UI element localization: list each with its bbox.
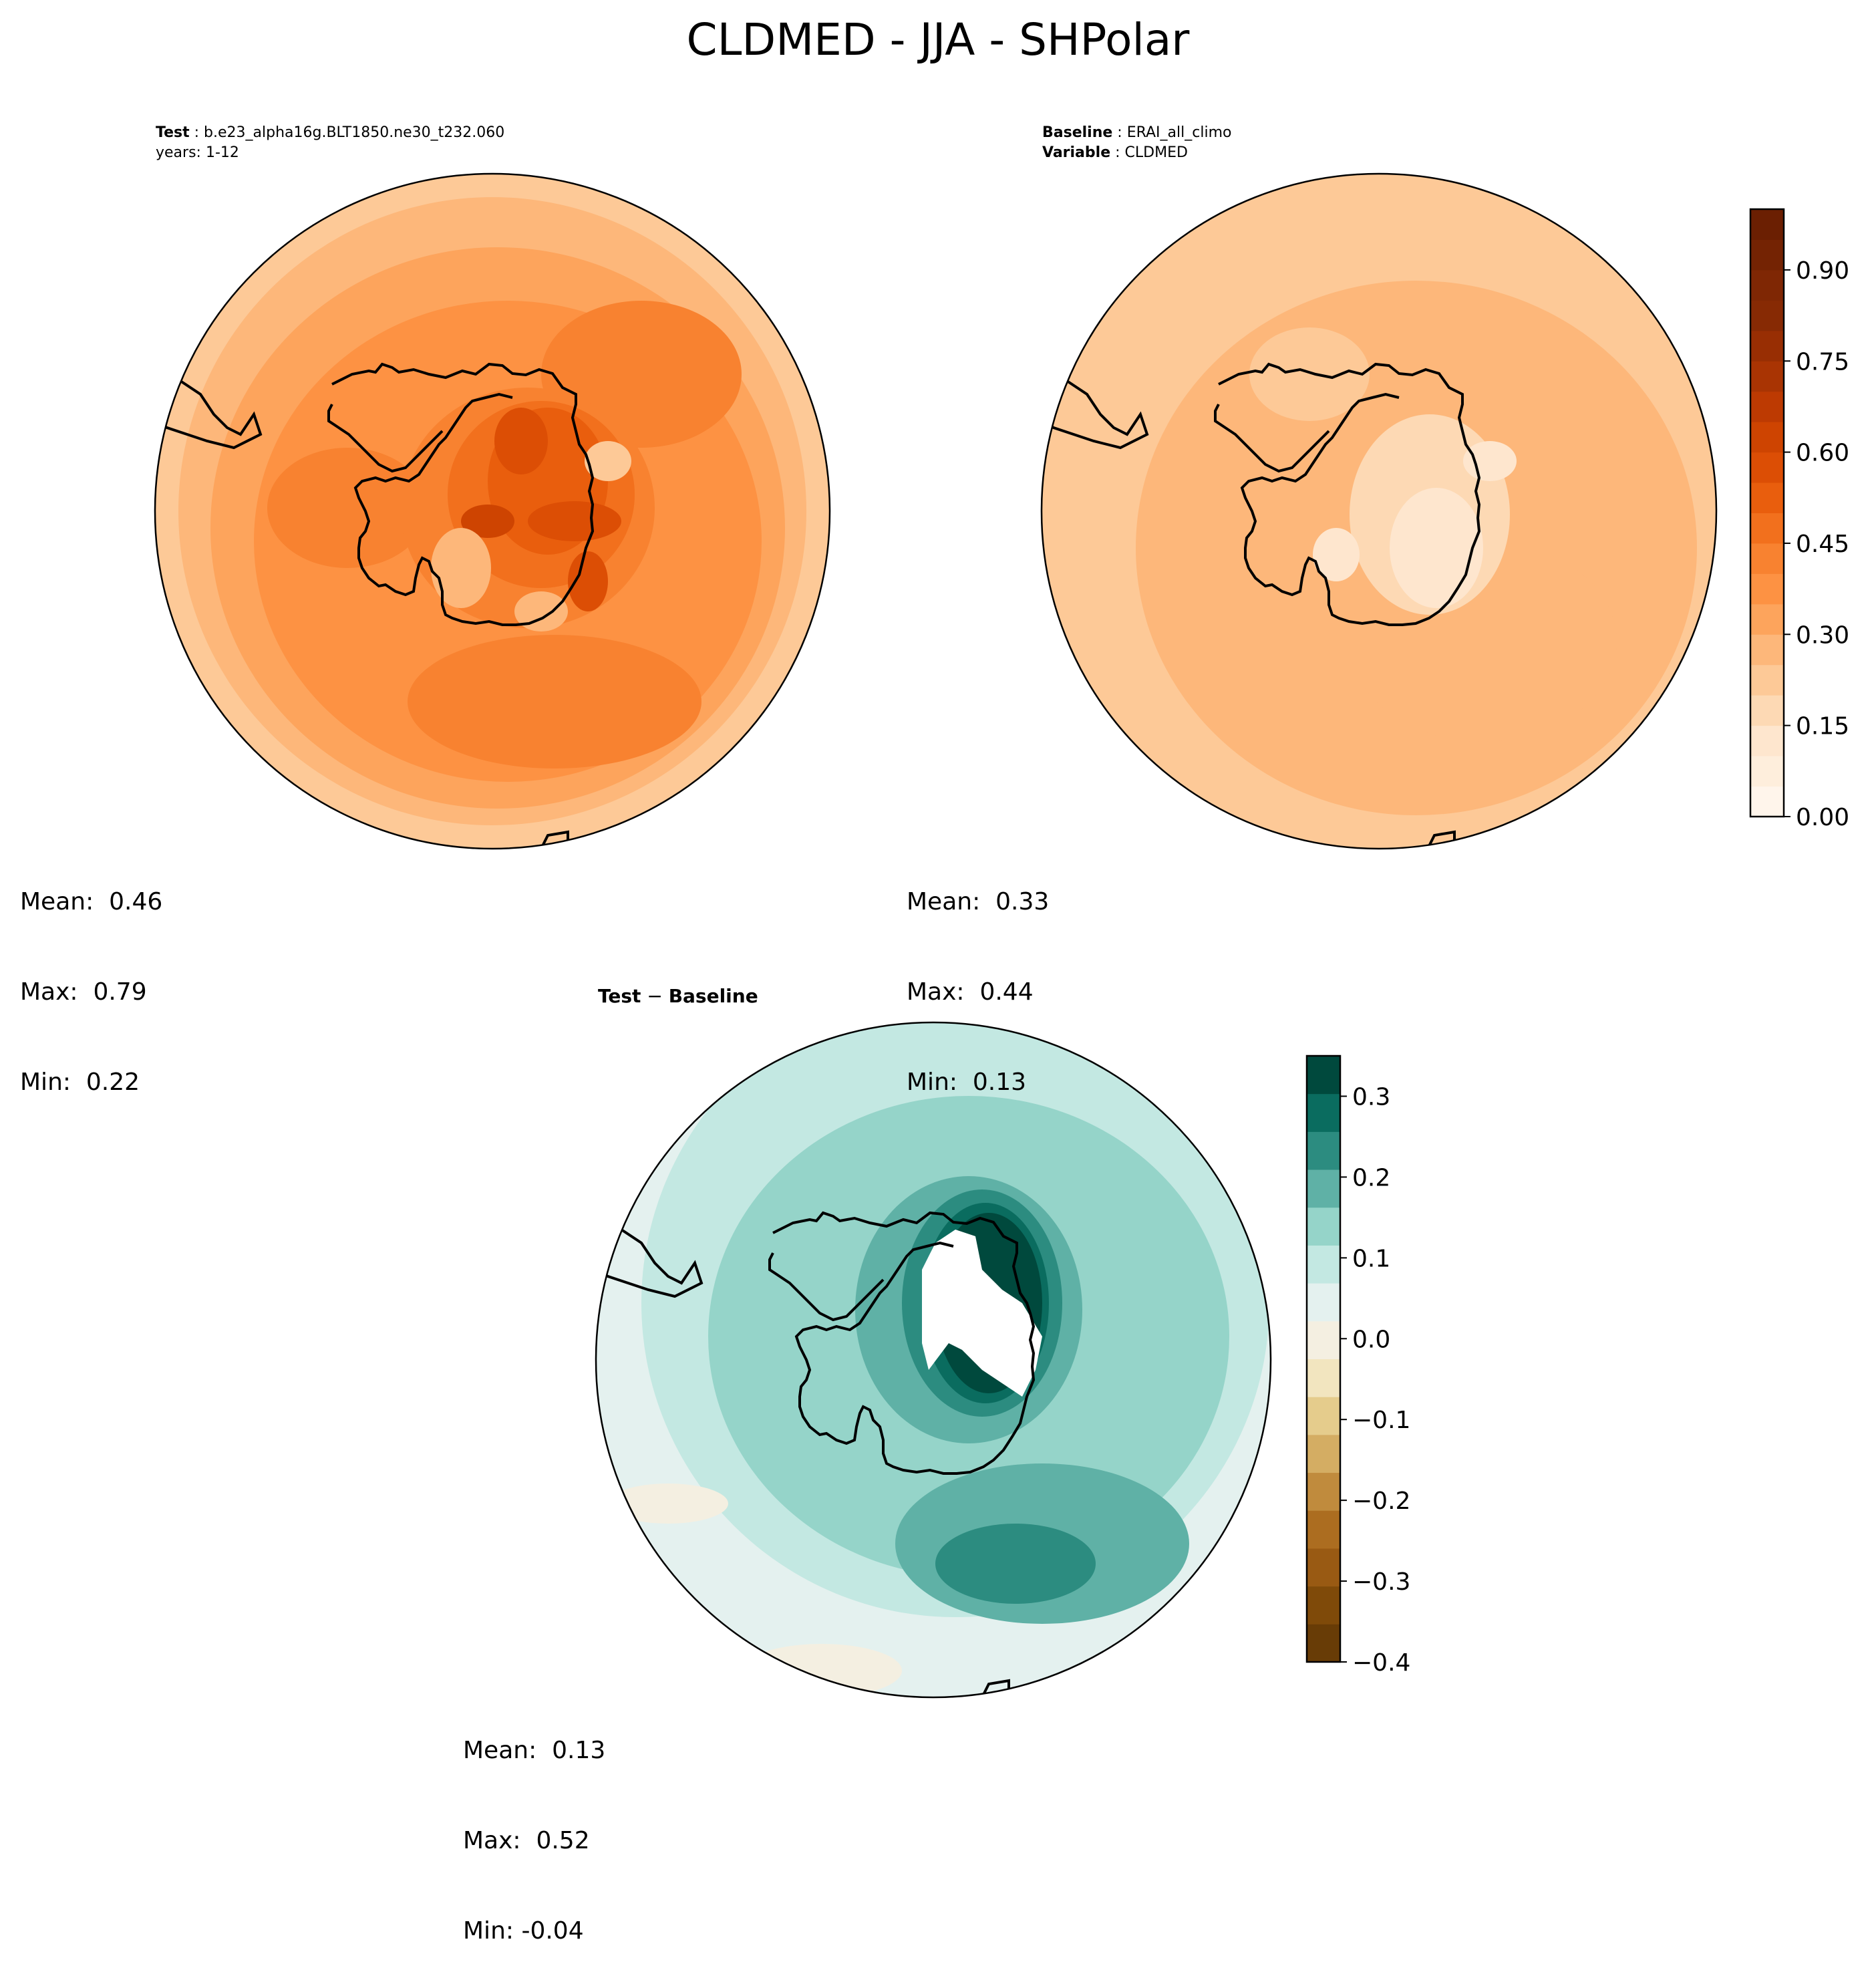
colorbar-diff-segment	[1307, 1510, 1340, 1549]
stats-baseline-max: Max: 0.44	[907, 978, 1034, 1006]
colorbar-diff-segment	[1307, 1320, 1340, 1359]
panel-baseline: Baseline : ERAI_all_climo Variable : CLD…	[1040, 124, 1718, 850]
panel-test-label-bold: Test	[156, 124, 190, 141]
stats-baseline: Mean: 0.33 Max: 0.44 Min: 0.13	[907, 827, 1049, 1127]
stats-baseline-min: Min: 0.13	[907, 1069, 1027, 1096]
colorbar-main-segment	[1750, 756, 1784, 787]
colorbar-diff-segment	[1307, 1434, 1340, 1473]
stats-diff-min: Min: -0.04	[463, 1917, 584, 1945]
stats-diff: Mean: 0.13 Max: 0.52 Min: -0.04	[463, 1675, 605, 1976]
panel-diff-label: Test − Baseline	[598, 985, 758, 1007]
colorbar-main-segment	[1750, 725, 1784, 756]
colorbar-diff-segment	[1307, 1586, 1340, 1625]
colorbar-main-segment	[1750, 239, 1784, 271]
colorbar-main-tick-label: 0.45	[1796, 531, 1849, 558]
colorbar-main-segment	[1750, 422, 1784, 453]
panel-test-label-value: b.e23_alpha16g.BLT1850.ne30_t232.060	[204, 124, 504, 141]
colorbar-main-segment	[1750, 603, 1784, 635]
colorbar-diff-segment	[1307, 1624, 1340, 1663]
colorbar-diff-segment	[1307, 1283, 1340, 1322]
colorbar-main-segment	[1750, 361, 1784, 392]
colorbar-main-segment	[1750, 300, 1784, 331]
panel-diff-label-bold: Test	[598, 985, 641, 1007]
stats-test: Mean: 0.46 Max: 0.79 Min: 0.22	[20, 827, 162, 1127]
colorbar-diff-segment	[1307, 1169, 1340, 1208]
panel-test-years: years: 1-12	[156, 144, 239, 161]
stats-test-max: Max: 0.79	[20, 978, 147, 1006]
colorbar-diff-tick-label: −0.2	[1352, 1488, 1410, 1515]
colorbar-diff-tick-label: 0.2	[1352, 1164, 1390, 1191]
stats-diff-mean: Mean: 0.13	[463, 1737, 606, 1764]
colorbar-main-segment	[1750, 543, 1784, 574]
colorbar-main-tick-label: 0.00	[1796, 804, 1849, 831]
colorbar-diff-tick-label: −0.1	[1352, 1407, 1410, 1434]
colorbar-main-segment	[1750, 786, 1784, 817]
colorbar-main-tick-label: 0.15	[1796, 713, 1849, 740]
colorbar-main-tick-label: 0.75	[1796, 348, 1849, 376]
colorbar-diff-segment	[1307, 1245, 1340, 1284]
figure-title: CLDMED - JJA - SHPolar	[687, 14, 1191, 65]
panel-baseline-label-value: ERAI_all_climo	[1127, 124, 1232, 141]
colorbar-diff-frame	[1305, 1054, 1342, 1663]
panel-baseline-map	[1042, 174, 1716, 849]
stats-diff-max: Max: 0.52	[463, 1827, 590, 1854]
colorbar-diff-tick-label: 0.0	[1352, 1326, 1390, 1353]
colorbar-diff-segment	[1307, 1093, 1340, 1132]
colorbar-diff-segment	[1307, 1548, 1340, 1587]
colorbar-main-segment	[1750, 391, 1784, 422]
panel-baseline-variable-value: CLDMED	[1125, 144, 1188, 161]
panel-test-boundary	[154, 172, 831, 850]
colorbar-diff-segment	[1307, 1207, 1340, 1246]
colorbar-main-tick-label: 0.60	[1796, 440, 1849, 467]
panel-diff: Test − Baseline	[595, 985, 1272, 1699]
figure: CLDMED - JJA - SHPolar Test : b.e23_alph…	[154, 14, 1849, 1699]
colorbar-main-segment	[1750, 482, 1784, 513]
colorbar-diff: −0.4 −0.3 −0.2 −0.1 0.0 0.1 0.2 0.3	[1305, 1054, 1410, 1677]
colorbar-diff-tick-label: −0.3	[1352, 1568, 1410, 1596]
colorbar-main: 0.00 0.15 0.30 0.45 0.60 0.75 0.90	[1749, 208, 1849, 831]
colorbar-main-segment	[1750, 695, 1784, 726]
panel-baseline-label-bold: Baseline	[1042, 124, 1112, 141]
colorbar-diff-segment	[1307, 1472, 1340, 1511]
stats-baseline-mean: Mean: 0.33	[907, 888, 1050, 915]
colorbar-diff-tick-label: 0.1	[1352, 1245, 1390, 1272]
panel-baseline-label: Baseline : ERAI_all_climo	[1042, 124, 1231, 141]
colorbar-diff-segment	[1307, 1397, 1340, 1435]
colorbar-diff-segment	[1307, 1359, 1340, 1397]
panel-diff-map	[596, 1022, 1271, 1697]
panel-baseline-variable: Variable : CLDMED	[1042, 144, 1188, 161]
panel-diff-label-bold2: Baseline	[669, 985, 758, 1007]
colorbar-main-segment	[1750, 664, 1784, 696]
panel-test-map	[155, 174, 830, 849]
panel-baseline-boundary	[1040, 172, 1718, 850]
colorbar-main-segment	[1750, 513, 1784, 544]
colorbar-diff-segment	[1307, 1131, 1340, 1170]
stats-test-min: Min: 0.22	[20, 1069, 140, 1096]
colorbar-main-segment	[1750, 269, 1784, 301]
panel-diff-label-sep: −	[641, 985, 668, 1007]
colorbar-diff-tick-label: 0.3	[1352, 1083, 1390, 1111]
stats-test-mean: Mean: 0.46	[20, 888, 163, 915]
panel-baseline-variable-bold: Variable	[1042, 144, 1110, 161]
colorbar-main-segment	[1750, 209, 1784, 240]
colorbar-main-segment	[1750, 452, 1784, 483]
panel-diff-boundary	[595, 1021, 1272, 1699]
colorbar-main-frame	[1749, 208, 1785, 818]
colorbar-main-segment	[1750, 573, 1784, 605]
colorbar-diff-segment	[1307, 1056, 1340, 1095]
panel-test-label: Test : b.e23_alpha16g.BLT1850.ne30_t232.…	[156, 124, 504, 141]
colorbar-main-segment	[1750, 634, 1784, 666]
colorbar-main-segment	[1750, 330, 1784, 362]
colorbar-main-tick-label: 0.30	[1796, 621, 1849, 649]
panel-test: Test : b.e23_alpha16g.BLT1850.ne30_t232.…	[154, 124, 831, 850]
colorbar-main-tick-label: 0.90	[1796, 257, 1849, 285]
colorbar-diff-tick-label: −0.4	[1352, 1649, 1410, 1677]
